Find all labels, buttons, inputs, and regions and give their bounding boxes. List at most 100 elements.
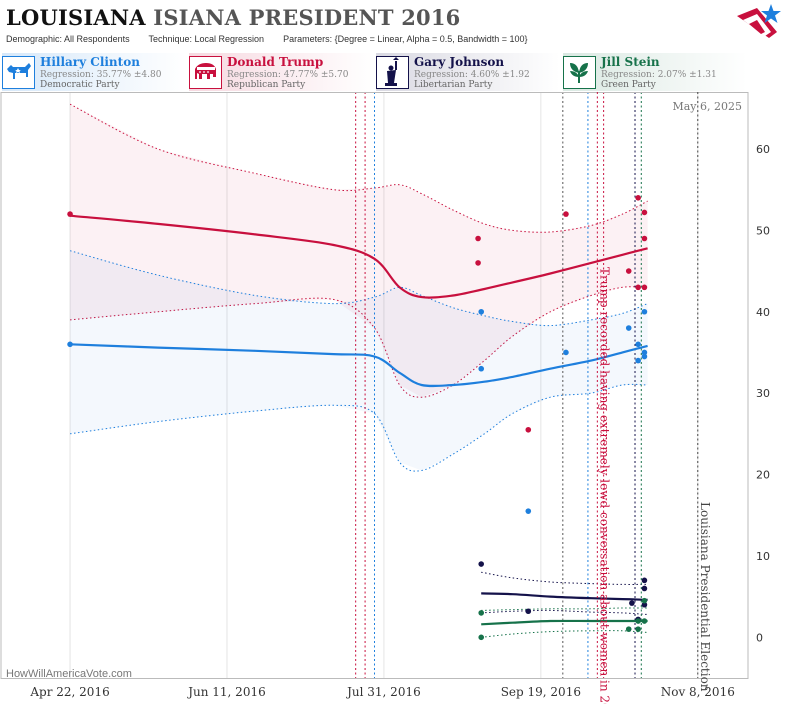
poll-point-hillary-clinton	[563, 349, 569, 356]
legend-name-clinton: Hillary Clinton	[40, 55, 140, 69]
event-lines	[355, 92, 642, 678]
legend-name-trump: Donald Trump	[227, 55, 324, 69]
technique-value: Local Regression	[194, 34, 265, 44]
poll-point-donald-trump	[641, 235, 648, 242]
upper-bound-jill-stein	[481, 607, 648, 611]
upper-bound-donald-trump	[69, 103, 648, 233]
legend-item-trump: Donald Trump Regression: 47.77% ±5.70 Re…	[189, 53, 373, 91]
poll-point-donald-trump	[625, 268, 632, 274]
x-tick-label: Nov 8, 2016	[661, 685, 735, 699]
x-tick-label: Apr 22, 2016	[29, 685, 109, 699]
site-credit: HowWillAmericaVote.com	[6, 668, 132, 680]
y-tick-label: 20	[756, 469, 770, 482]
poll-point-hillary-clinton	[641, 349, 648, 356]
upper-bound-hillary-clinton	[69, 250, 648, 327]
current-date-label: May 6, 2025	[672, 100, 742, 113]
demographic-label: Demographic:	[6, 34, 63, 44]
lower-bound-gary-johnson	[481, 609, 648, 615]
y-tick-label: 30	[756, 387, 770, 400]
poll-point-hillary-clinton	[525, 508, 532, 514]
elephant-icon	[189, 56, 222, 89]
legend-party-stein: Green Party	[601, 80, 656, 90]
poll-point-gary-johnson	[641, 601, 648, 608]
chart-header: LOUISIANA ISIANA PRESIDENT 2016 Demograp…	[0, 0, 789, 48]
poll-point-hillary-clinton	[625, 325, 632, 331]
annotation-text-0: Trump recorded having extremely lewd con…	[597, 267, 611, 704]
legend-regression-johnson: Regression: 4.60% ±1.92	[414, 70, 530, 80]
leaf-icon	[563, 56, 596, 89]
trend-line-gary-johnson	[481, 592, 648, 601]
poll-point-donald-trump	[475, 235, 481, 242]
legend-party-trump: Republican Party	[227, 80, 306, 90]
y-tick-label: 10	[756, 550, 770, 563]
demographic-value: All Respondents	[64, 34, 130, 44]
poll-point-hillary-clinton	[641, 353, 648, 360]
band-hillary-clinton	[70, 250, 648, 471]
poll-point-donald-trump	[635, 284, 641, 291]
donkey-icon	[2, 56, 35, 89]
legend-item-johnson: Gary Johnson Regression: 4.60% ±1.92 Lib…	[376, 53, 560, 91]
confidence-bands	[69, 103, 648, 638]
legend-regression-trump: Regression: 47.77% ±5.70	[227, 70, 349, 80]
y-tick-label: 50	[756, 224, 770, 237]
poll-point-jill-stein	[635, 618, 641, 624]
poll-point-hillary-clinton	[635, 341, 641, 348]
legend-name-johnson: Gary Johnson	[414, 55, 505, 69]
poll-point-hillary-clinton	[635, 357, 641, 364]
poll-point-donald-trump	[641, 209, 648, 216]
plot-frame	[0, 92, 749, 679]
technique-label: Technique:	[148, 34, 192, 44]
legend-regression-stein: Regression: 2.07% ±1.31	[601, 70, 717, 80]
legend-item-clinton: Hillary Clinton Regression: 35.77% ±4.80…	[2, 53, 186, 91]
poll-point-gary-johnson	[629, 600, 635, 606]
chart-title: LOUISIANA ISIANA PRESIDENT 2016	[6, 5, 460, 30]
poll-point-donald-trump	[563, 211, 569, 217]
grid-lines	[69, 92, 699, 678]
legend-regression-clinton: Regression: 35.77% ±4.80	[40, 70, 162, 80]
annotations: Trump recorded having extremely lewd con…	[596, 92, 712, 704]
parameters-value: {Degree = Linear, Alpha = 0.5, Bandwidth…	[334, 34, 528, 44]
y-tick-label: 60	[756, 143, 770, 156]
parameters-label: Parameters:	[283, 34, 333, 44]
candidate-legend: Hillary Clinton Regression: 35.77% ±4.80…	[0, 53, 789, 91]
poll-point-donald-trump	[635, 195, 641, 201]
trend-line-jill-stein	[481, 619, 648, 626]
poll-point-donald-trump	[67, 211, 73, 217]
legend-party-clinton: Democratic Party	[40, 80, 120, 90]
poll-point-hillary-clinton	[478, 308, 485, 315]
title-race: ISIANA PRESIDENT 2016	[153, 5, 461, 30]
trend-line-donald-trump	[69, 214, 648, 299]
poll-point-jill-stein	[625, 626, 632, 632]
poll-point-gary-johnson	[641, 585, 648, 592]
legend-item-stein: Jill Stein Regression: 2.07% ±1.31 Green…	[563, 53, 747, 91]
x-tick-label: Jul 31, 2016	[345, 685, 421, 699]
poll-point-jill-stein	[478, 610, 485, 616]
poll-point-hillary-clinton	[641, 308, 648, 315]
regression-lines	[69, 214, 648, 626]
upper-bound-gary-johnson	[481, 571, 648, 585]
y-tick-label: 40	[756, 306, 770, 319]
poll-point-jill-stein	[635, 626, 641, 632]
poll-point-hillary-clinton	[67, 341, 73, 348]
poll-point-hillary-clinton	[478, 365, 485, 372]
poll-chart: Apr 22, 2016 Jun 11, 2016 Jul 31, 2016 Sep …	[0, 92, 770, 704]
poll-point-donald-trump	[475, 260, 481, 266]
legend-party-johnson: Libertarian Party	[414, 80, 493, 90]
poll-points	[67, 195, 648, 641]
lower-bound-jill-stein	[481, 630, 648, 638]
liberty-statue-icon	[376, 56, 409, 89]
poll-point-donald-trump	[525, 426, 532, 433]
axes: Apr 22, 2016 Jun 11, 2016 Jul 31, 2016 Sep …	[0, 92, 770, 699]
chart-parameters: Demographic: All Respondents Technique: …	[6, 34, 528, 44]
poll-point-donald-trump	[641, 284, 648, 291]
poll-point-jill-stein	[478, 634, 485, 641]
poll-point-gary-johnson	[641, 577, 648, 584]
poll-point-gary-johnson	[478, 561, 485, 567]
x-tick-label: Sep 19, 2016	[501, 685, 581, 699]
x-tick-label: Jun 11, 2016	[186, 685, 266, 699]
poll-point-jill-stein	[641, 597, 648, 604]
legend-name-stein: Jill Stein	[601, 55, 660, 69]
lower-bound-donald-trump	[70, 286, 648, 398]
trend-line-hillary-clinton	[70, 343, 648, 388]
annotation-text-1: Louisiana Presidential Election	[698, 502, 712, 692]
